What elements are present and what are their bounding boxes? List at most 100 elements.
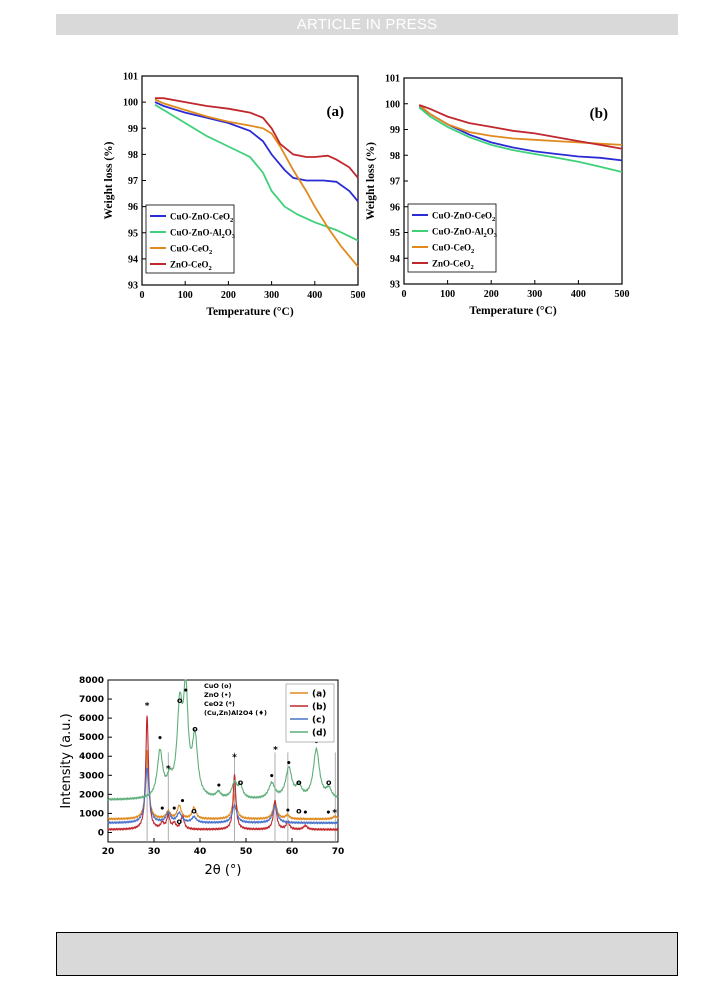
legend-label-subscript: 2 [484,232,487,239]
legend-label: (d) [312,729,327,739]
phase-marker: * [332,808,337,818]
article-in-press-banner: ARTICLE IN PRESS [56,14,678,35]
phase-marker: o [177,817,183,826]
legend-label: CuO-ZnO-Al2O3 [170,228,236,241]
x-tick-label: 20 [102,847,115,857]
phase-marker: o [191,806,197,815]
legend-label: CuO-ZnO-CeO2 [170,212,233,225]
x-tick-label: 0 [402,289,407,300]
phase-marker: * [273,745,278,755]
phase-legend-entry: CeO2 (*) [204,700,235,708]
y-tick-label: 96 [390,202,400,213]
legend-label-subscript: 3 [494,232,498,239]
phase-marker: • [159,805,165,815]
series-line-3 [418,104,623,150]
phase-marker: o [177,696,183,705]
phase-marker: o [296,806,302,815]
series-line-1 [418,106,623,173]
y-tick-label: 98 [390,151,400,162]
y-tick-label: 95 [128,228,138,239]
x-tick-label: 40 [194,847,207,857]
y-tick-label: 98 [128,150,138,161]
legend-label: CuO-ZnO-CeO2 [432,211,495,224]
phase-marker: • [216,782,222,792]
legend-label-text: CuO-ZnO-CeO [432,211,492,221]
legend-label: (c) [312,716,326,726]
x-tick-label: 300 [264,290,279,301]
phase-marker: * [145,702,150,712]
y-tick-label: 97 [390,177,400,188]
series-line-3 [155,97,359,179]
y-tick-label: 101 [385,74,400,85]
legend-label-subscript: 2 [230,217,233,224]
x-tick-label: 100 [440,289,455,300]
x-tick-label: 200 [221,290,236,301]
phase-marker: • [157,734,163,744]
phase-marker: • [285,806,291,816]
footer-gray-box [56,932,678,976]
y-tick-label: 1000 [79,809,104,819]
legend-label-text: CuO-ZnO-Al [170,228,222,238]
legend-label: ZnO-CeO2 [432,259,474,272]
y-axis-label: Weight loss (%) [103,141,115,219]
x-tick-label: 400 [307,290,322,301]
x-tick-label: 60 [286,847,299,857]
phase-marker: * [166,764,171,774]
xrd-chart: * • * o • o • * o • * • o • o • • • o o • o • • * 20 30 40 50 60 70 0 10… [56,672,350,888]
y-tick-label: 5000 [79,733,104,743]
y-tick-label: 93 [390,280,400,291]
legend-label-subscript: 2 [209,265,212,272]
legend-label: CuO-CeO2 [432,243,474,256]
x-axis-label: 2θ (°) [204,863,241,878]
y-tick-label: 99 [128,124,138,135]
legend-label-subscript: 2 [471,248,474,255]
x-tick-label: 500 [351,290,366,301]
y-tick-label: 3000 [79,771,104,781]
phase-marker: o [296,778,302,787]
series-line-0 [154,101,359,202]
y-tick-label: 97 [128,176,138,187]
phase-marker: o [192,724,198,733]
plot-frame [107,679,339,843]
x-tick-label: 100 [178,290,193,301]
y-tick-label: 96 [128,202,138,213]
phase-marker: • [269,772,275,782]
y-tick-label: 2000 [79,790,104,800]
x-tick-label: 0 [140,290,145,301]
series-line-2 [154,98,359,268]
legend-label: ZnO-CeO2 [170,260,212,273]
legend-label-subscript: 3 [232,233,236,240]
phase-marker: • [183,686,189,696]
x-tick-label: 30 [148,847,161,857]
legend-label-subscript: 2 [222,233,225,240]
x-tick-label: 300 [527,289,542,300]
phase-marker: • [180,797,186,807]
legend-label: (b) [312,703,327,713]
phase-marker: • [302,808,308,818]
y-axis-label: Weight loss (%) [365,142,377,220]
y-tick-label: 8000 [79,676,104,686]
phase-legend-entry: ZnO (•) [204,691,231,699]
legend-label-text: CuO-ZnO-CeO [170,212,230,222]
legend-label: CuO-CeO2 [170,244,212,257]
y-tick-label: 93 [128,281,138,292]
x-axis-label: Temperature (°C) [469,305,556,317]
phase-legend-entry: CuO (o) [204,682,232,690]
panel-label: (a) [327,104,345,120]
x-tick-label: 50 [240,847,253,857]
y-tick-label: 95 [390,228,400,239]
y-tick-label: 0 [98,828,104,838]
legend-label-subscript: 2 [209,249,212,256]
legend-label-mid: O [225,228,232,238]
phase-marker: o [238,778,244,787]
y-tick-label: 94 [390,254,400,265]
tga-chart-a: 0 100 200 300 400 500 93 94 95 96 97 98 99 100 101 Temp… [100,68,370,330]
y-tick-label: 4000 [79,752,104,762]
legend-label-mid: O [487,227,494,237]
legend-label-text: ZnO-CeO [170,260,209,270]
legend-label-text: CuO-CeO [432,243,471,253]
y-tick-label: 101 [123,72,138,83]
tga-chart-b-svg: 0 100 200 300 400 500 93 94 95 96 97 98 99 100 101 Temp… [365,74,630,318]
series-line-0 [107,750,339,821]
phase-legend-entry: (Cu,Zn)Al2O4 (♦) [204,709,267,717]
